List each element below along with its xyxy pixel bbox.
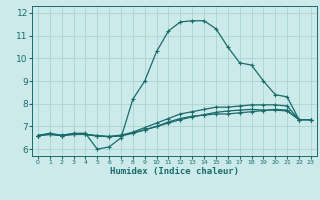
X-axis label: Humidex (Indice chaleur): Humidex (Indice chaleur) (110, 167, 239, 176)
